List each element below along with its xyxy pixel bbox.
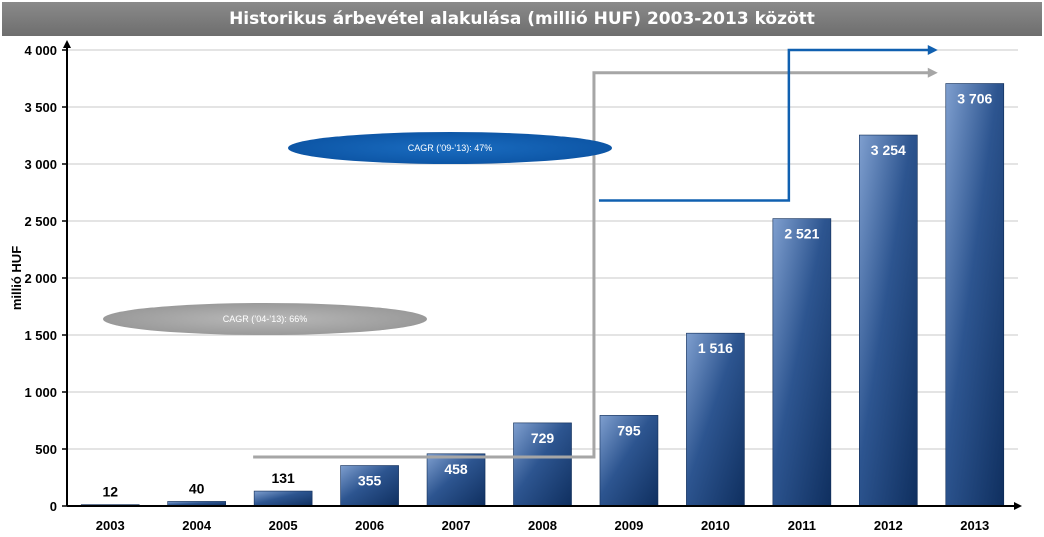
y-tick-label: 2 500 <box>24 214 57 229</box>
bar <box>772 218 832 507</box>
y-tick-label: 4 000 <box>24 43 57 58</box>
bar <box>253 490 313 507</box>
y-axis-label: millió HUF <box>9 246 24 310</box>
bar <box>859 134 918 507</box>
data-label: 458 <box>444 461 468 477</box>
x-tick-label: 2005 <box>269 518 298 533</box>
data-label: 12 <box>102 484 118 500</box>
bar <box>945 83 1005 507</box>
x-tick-label: 2006 <box>355 518 384 533</box>
cagr-arrow-line <box>253 71 930 459</box>
x-tick-label: 2009 <box>614 518 643 533</box>
cagr-oval <box>288 132 612 164</box>
data-label: 3 706 <box>957 91 992 107</box>
x-axis-arrow <box>1014 502 1022 510</box>
y-tick-label: 2 000 <box>24 271 57 286</box>
data-label: 40 <box>189 480 205 496</box>
bar <box>599 415 659 507</box>
x-tick-label: 2011 <box>788 518 816 533</box>
y-tick-label: 0 <box>50 499 57 514</box>
y-tick-label: 1 000 <box>24 385 57 400</box>
cagr-oval <box>103 303 427 335</box>
chart-title: Historikus árbevétel alakulása (millió H… <box>2 2 1042 36</box>
cagr-arrow-head <box>927 67 938 78</box>
cagr-label: CAGR (’04-’13): 66% <box>223 314 308 324</box>
data-label: 2 521 <box>784 226 819 242</box>
data-label: 1 516 <box>698 340 733 356</box>
x-tick-label: 2012 <box>874 518 903 533</box>
x-tick-label: 2013 <box>960 518 989 533</box>
data-label: 795 <box>617 422 641 438</box>
data-label: 355 <box>358 473 382 489</box>
x-tick-label: 2004 <box>182 518 212 533</box>
cagr-arrow-head <box>927 45 938 55</box>
y-tick-label: 3 000 <box>24 157 57 172</box>
y-tick-label: 1 500 <box>24 328 57 343</box>
y-tick-label: 500 <box>35 442 57 457</box>
x-tick-label: 2007 <box>442 518 471 533</box>
data-label: 131 <box>271 470 295 486</box>
x-tick-label: 2008 <box>528 518 557 533</box>
x-tick-label: 2003 <box>96 518 125 533</box>
bar <box>686 332 745 507</box>
cagr-label: CAGR (’09-’13): 47% <box>408 143 493 153</box>
bar <box>340 465 399 507</box>
cagr-arrow-line <box>598 48 930 202</box>
x-tick-label: 2010 <box>701 518 730 533</box>
data-label: 3 254 <box>871 142 906 158</box>
y-axis-arrow <box>63 40 71 48</box>
data-label: 729 <box>531 430 555 446</box>
y-tick-label: 3 500 <box>24 100 57 115</box>
